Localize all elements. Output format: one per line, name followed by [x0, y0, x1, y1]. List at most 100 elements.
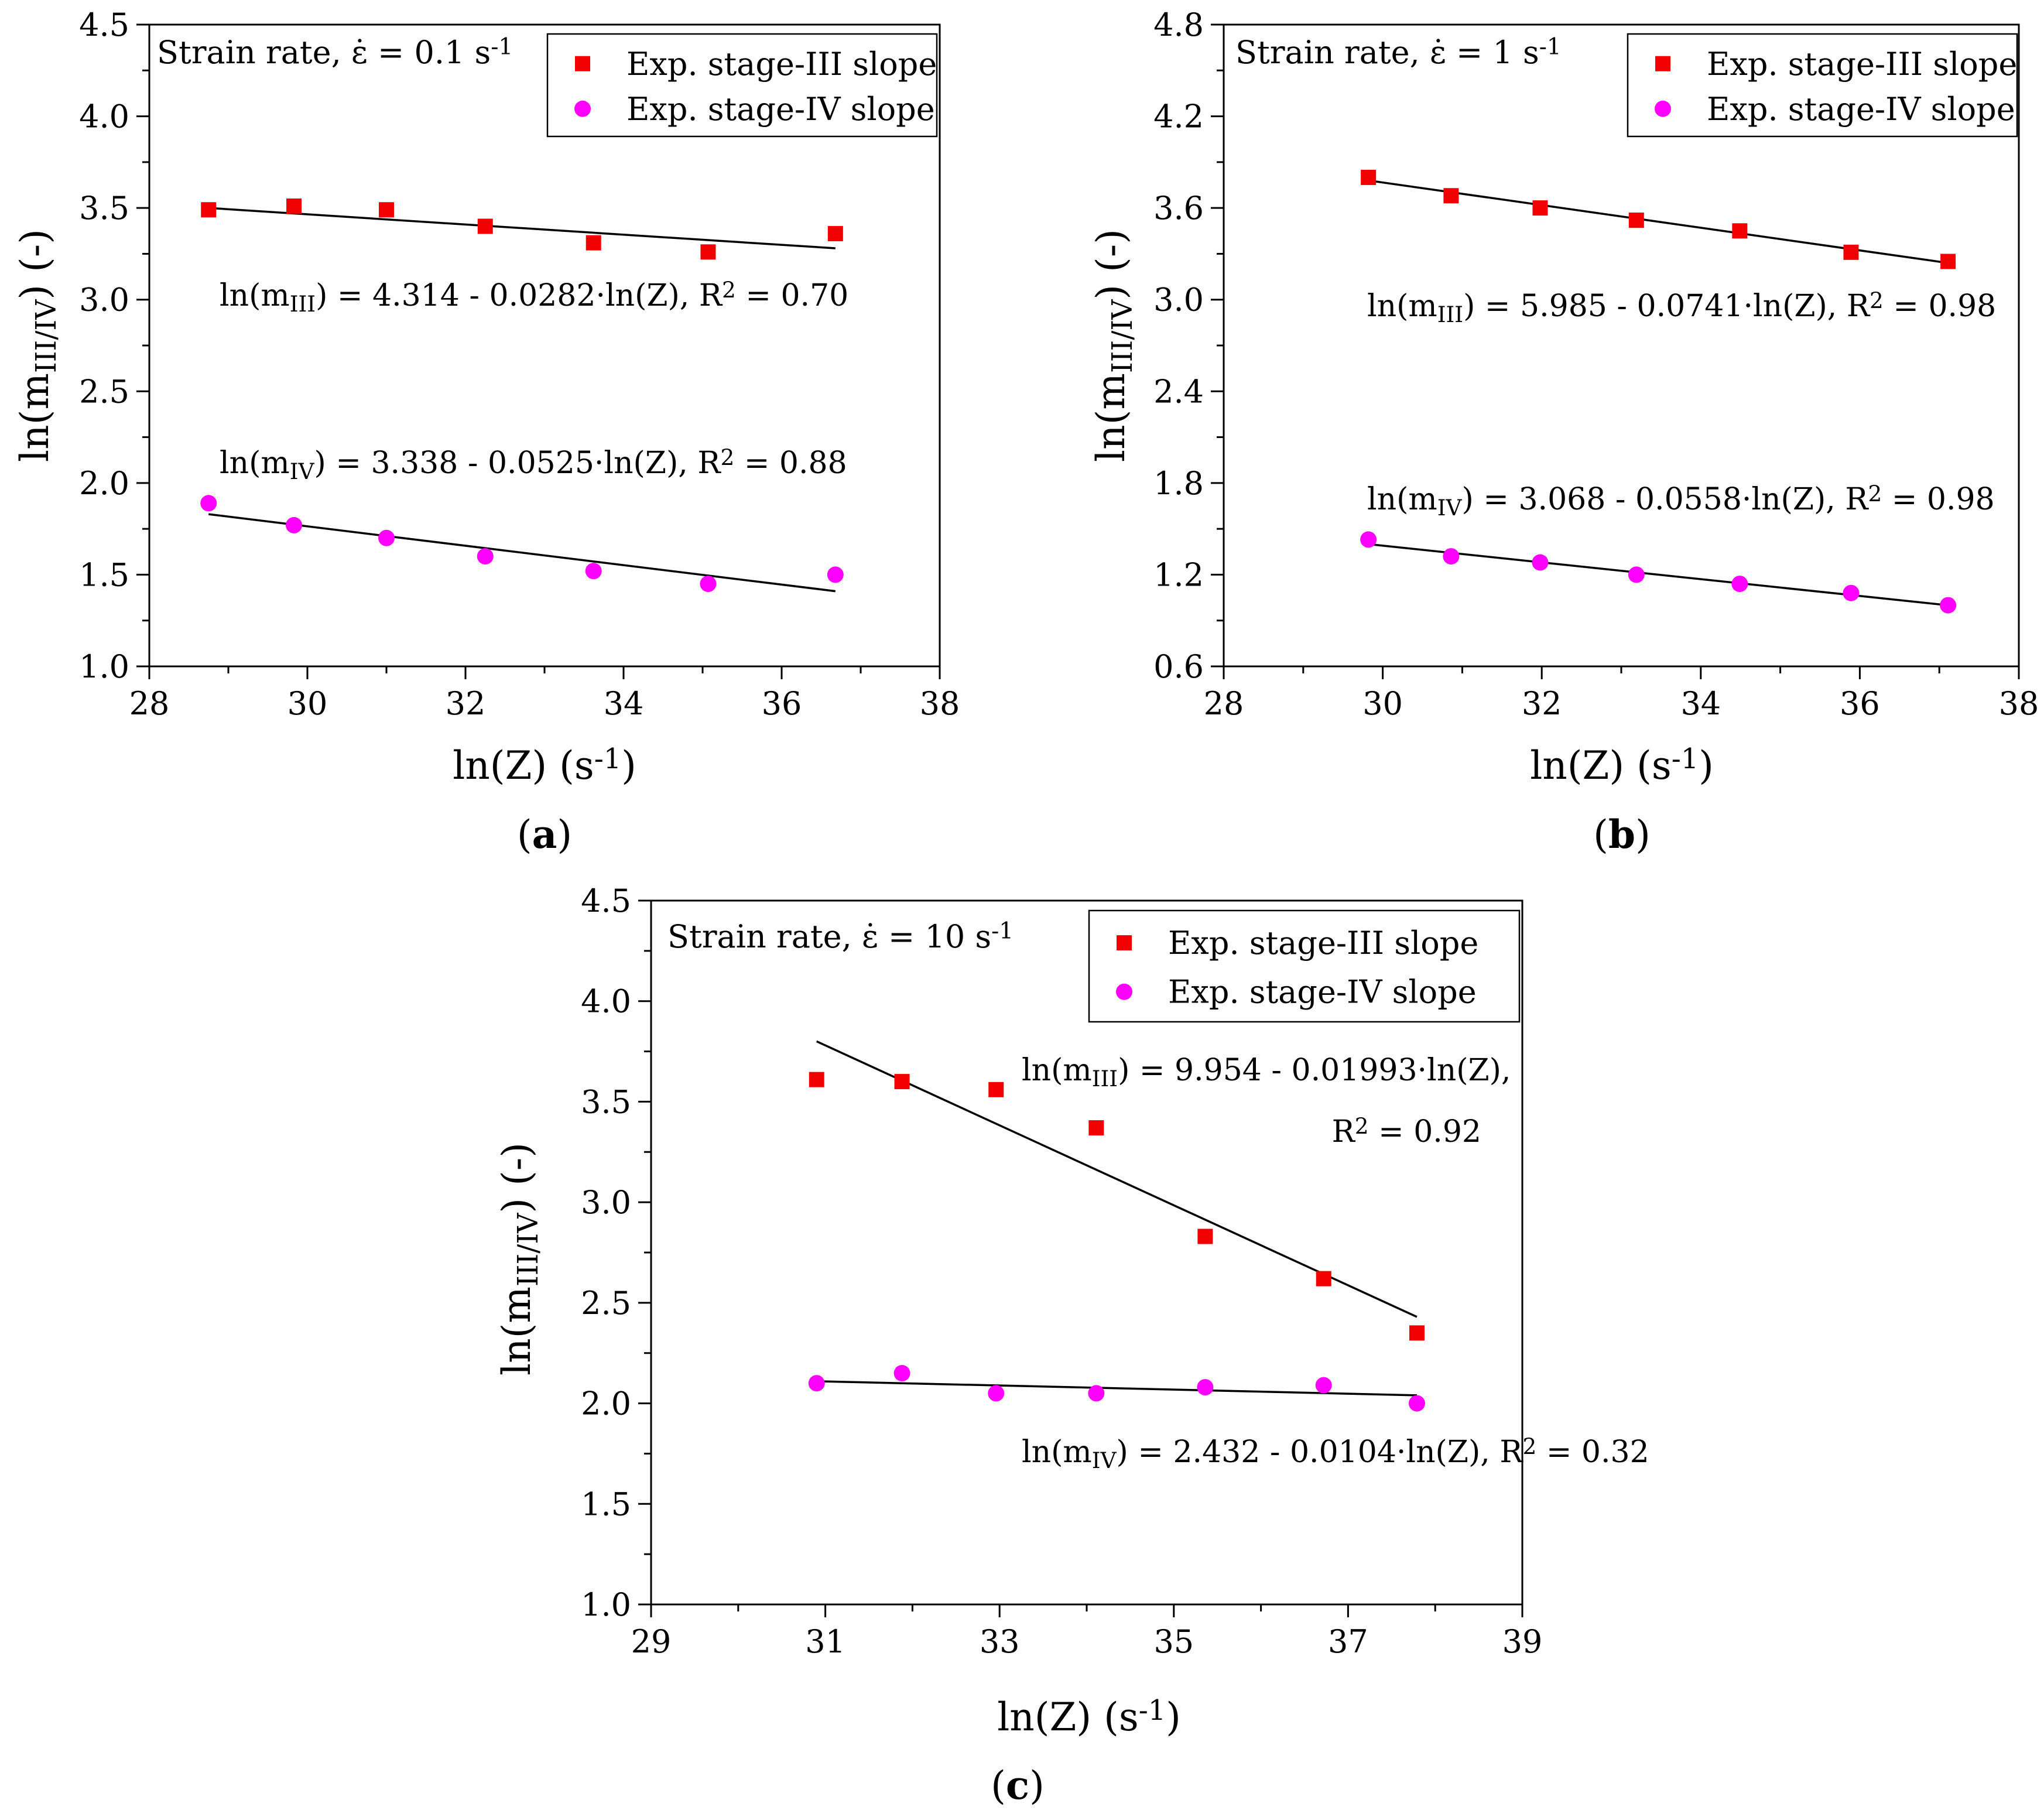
- data-point-stage-iv: [988, 1385, 1005, 1402]
- legend-label-stage-iv: Exp. stage-IV slope: [626, 91, 935, 128]
- legend-label-stage-iii: Exp. stage-III slope: [1168, 925, 1478, 961]
- x-tick-label: 38: [1999, 685, 2039, 722]
- y-tick-label: 3.6: [1153, 190, 1204, 227]
- data-point-stage-iv: [1628, 566, 1645, 583]
- legend-box: [546, 33, 938, 138]
- data-point-stage-iv: [808, 1375, 825, 1392]
- data-point-stage-iii: [201, 202, 217, 218]
- data-point-stage-iv: [1315, 1377, 1332, 1394]
- legend-label-stage-iv: Exp. stage-IV slope: [1707, 91, 2015, 128]
- data-point-stage-iv: [893, 1365, 910, 1382]
- x-tick-label: 29: [631, 1623, 672, 1660]
- data-point-stage-iii: [1843, 244, 1859, 260]
- y-tick-label: 4.5: [79, 6, 129, 43]
- data-point-stage-iv: [827, 566, 844, 583]
- data-point-stage-iii: [700, 244, 716, 260]
- data-point-stage-iv: [1408, 1395, 1425, 1412]
- x-tick-label: 34: [1680, 685, 1721, 722]
- data-point-stage-iii: [286, 199, 302, 214]
- fit-equation-stage-iv: ln(mIV) = 2.432 - 0.0104·ln(Z), R2 = 0.3…: [1022, 1433, 1649, 1473]
- chart-panel-a: 28 30 32 34 36 38 1.0 1.5 2.0 2.5 3.0 3.5 4.0 4.5 ln(Z…: [12, 6, 960, 857]
- data-point-stage-iv: [200, 495, 217, 512]
- y-tick-label: 0.6: [1153, 648, 1204, 685]
- fit-equation-stage-iv: ln(mIV) = 3.338 - 0.0525·ln(Z), R2 = 0.8…: [220, 444, 847, 484]
- data-point-stage-iii: [988, 1082, 1004, 1097]
- fit-line-stage-iv: [208, 513, 836, 593]
- x-tick-label: 32: [1522, 685, 1562, 722]
- x-tick-label: 32: [446, 685, 486, 722]
- y-tick-label: 1.8: [1153, 465, 1204, 502]
- strain-rate-annotation: Strain rate, ε̇ = 10 s-1: [667, 918, 1014, 955]
- data-point-stage-iv: [477, 548, 494, 565]
- data-point-stage-iii: [477, 218, 493, 234]
- data-point-stage-iv: [1088, 1385, 1105, 1402]
- x-tick-label: 38: [920, 685, 960, 722]
- y-axis-label: ln(mIII/IV) (-): [494, 1142, 545, 1375]
- y-tick-label: 3.5: [79, 190, 129, 227]
- y-tick-label: 2.0: [581, 1385, 631, 1422]
- data-point-stage-iv: [1843, 584, 1860, 601]
- data-point-stage-iv: [378, 529, 395, 546]
- panel-label: (c): [991, 1763, 1045, 1808]
- y-tick-label: 1.0: [581, 1586, 631, 1623]
- legend-marker-stage-iii: [1117, 935, 1132, 951]
- strain-rate-annotation: Strain rate, ε̇ = 1 s-1: [1235, 34, 1562, 71]
- y-tick-label: 4.5: [581, 882, 631, 919]
- data-point-stage-iii: [1409, 1325, 1425, 1341]
- data-point-stage-iii: [1443, 188, 1459, 204]
- x-tick-label: 36: [762, 685, 802, 722]
- legend-label-stage-iii: Exp. stage-III slope: [626, 46, 937, 83]
- y-tick-label: 2.0: [79, 465, 129, 502]
- data-point-stage-iii: [827, 225, 843, 241]
- x-tick-label: 36: [1840, 685, 1880, 722]
- y-tick-label: 4.2: [1153, 98, 1204, 135]
- y-axis-label: ln(mIII/IV) (-): [12, 229, 63, 462]
- fit-line-stage-iii: [816, 1040, 1418, 1318]
- data-point-stage-iv: [1940, 597, 1957, 614]
- y-tick-label: 2.5: [79, 373, 129, 410]
- panel-label: (a): [517, 812, 572, 857]
- data-point-stage-iii: [809, 1072, 824, 1087]
- data-point-stage-iii: [1732, 223, 1748, 239]
- x-tick-label: 31: [805, 1623, 845, 1660]
- data-point-stage-iii: [379, 202, 394, 218]
- fit-equation-stage-iv: ln(mIV) = 3.068 - 0.0558·ln(Z), R2 = 0.9…: [1367, 481, 1995, 521]
- x-axis-label: ln(Z) (s-1): [1530, 743, 1714, 788]
- x-tick-label: 30: [287, 685, 328, 722]
- data-point-stage-iii: [1532, 200, 1548, 216]
- y-tick-label: 1.0: [79, 648, 129, 685]
- legend-box: [1627, 33, 2018, 138]
- data-point-stage-iii: [1316, 1271, 1331, 1286]
- strain-rate-annotation: Strain rate, ε̇ = 0.1 s-1: [157, 34, 513, 71]
- legend-marker-stage-iii: [1655, 56, 1670, 71]
- y-tick-label: 1.5: [581, 1486, 631, 1522]
- legend-marker-stage-iv: [1655, 100, 1671, 117]
- legend-marker-stage-iii: [575, 56, 590, 71]
- x-tick-label: 37: [1328, 1623, 1368, 1660]
- fit-equation-stage-iii: ln(mIII) = 5.985 - 0.0741·ln(Z), R2 = 0.…: [1367, 288, 1996, 327]
- data-point-stage-iii: [1197, 1229, 1213, 1244]
- y-tick-label: 1.5: [79, 556, 129, 593]
- data-point-stage-iv: [1197, 1379, 1214, 1396]
- legend-label-stage-iv: Exp. stage-IV slope: [1168, 974, 1477, 1011]
- y-tick-label: 3.0: [581, 1184, 631, 1221]
- fit-equation-r2-stage-iii: R2 = 0.92: [1332, 1113, 1481, 1149]
- x-tick-label: 33: [980, 1623, 1020, 1660]
- y-tick-label: 3.5: [581, 1083, 631, 1120]
- chart-panel-c: 29 31 33 35 37 39 1.0 1.5 2.0 2.5 3.0 3.5 4.0 4.5 ln(Z…: [494, 882, 1649, 1808]
- fit-line-stage-iv: [816, 1380, 1417, 1397]
- y-tick-label: 2.4: [1153, 373, 1204, 410]
- y-tick-label: 2.5: [581, 1285, 631, 1322]
- y-tick-label: 3.0: [79, 282, 129, 319]
- x-axis-label: ln(Z) (s-1): [997, 1695, 1181, 1740]
- data-point-stage-iv: [1443, 548, 1460, 565]
- data-point-stage-iv: [286, 516, 303, 533]
- fit-line-stage-iii: [208, 207, 836, 249]
- y-tick-label: 1.2: [1153, 556, 1204, 593]
- data-point-stage-iv: [1360, 531, 1377, 548]
- data-point-stage-iv: [700, 576, 717, 593]
- y-tick-label: 3.0: [1153, 282, 1204, 319]
- legend-box: [1088, 909, 1521, 1023]
- fit-equation-stage-iii: ln(mIII) = 9.954 - 0.01993·ln(Z),: [1022, 1053, 1511, 1091]
